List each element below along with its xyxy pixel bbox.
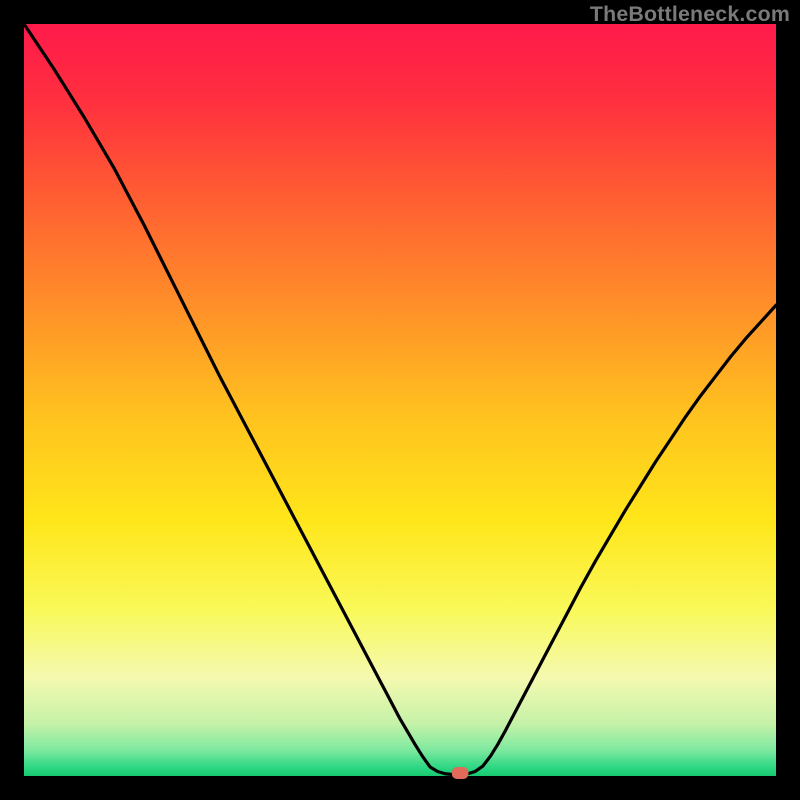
- watermark-text: TheBottleneck.com: [590, 2, 790, 27]
- chart-stage: TheBottleneck.com: [0, 0, 800, 800]
- optimal-marker: [452, 767, 469, 779]
- plot-gradient-background: [24, 24, 776, 776]
- bottleneck-chart-svg: [0, 0, 800, 800]
